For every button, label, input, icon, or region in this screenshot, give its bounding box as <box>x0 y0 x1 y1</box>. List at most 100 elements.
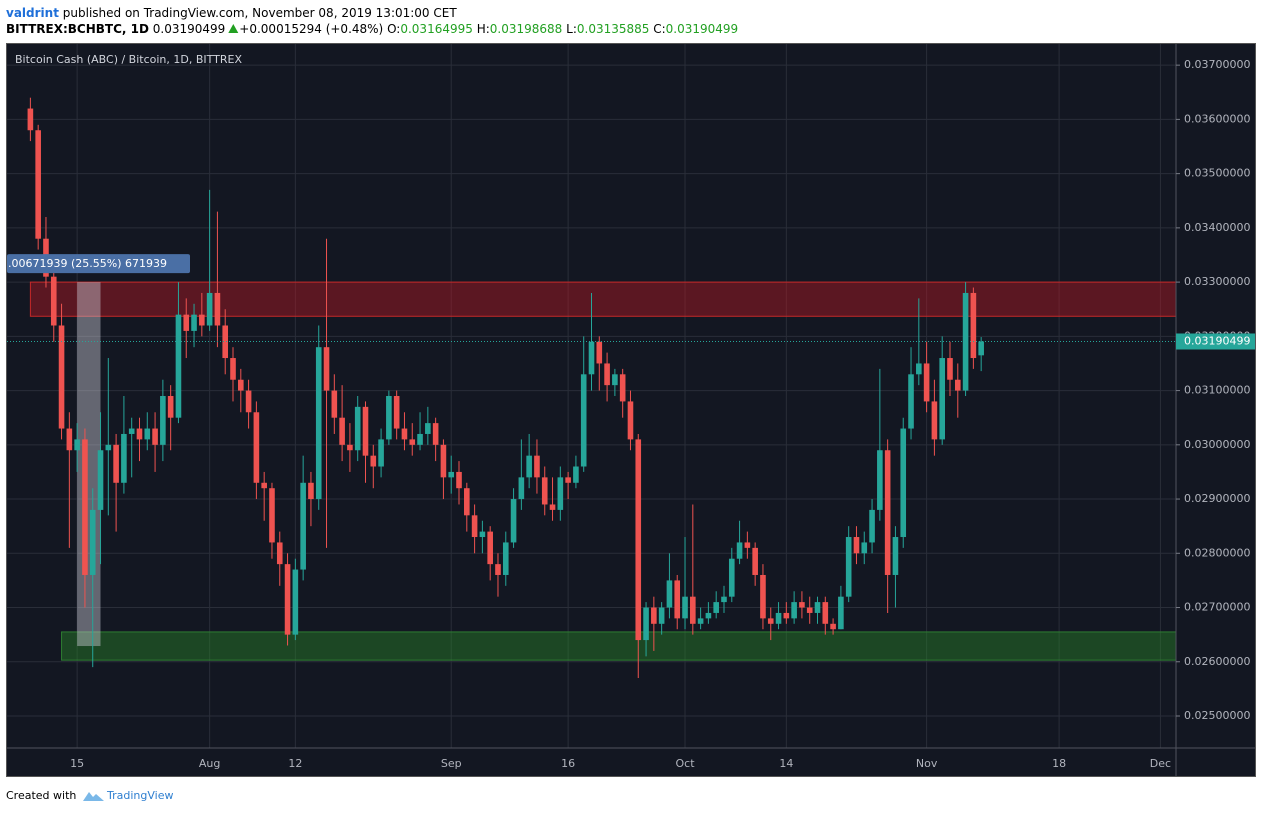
h-label: H: <box>477 22 490 36</box>
candle-body <box>947 358 953 380</box>
candle-body <box>354 406 361 451</box>
candle-body <box>222 325 229 359</box>
footer-text: Created with <box>6 789 76 802</box>
y-tick-label: 0.02900000 <box>1184 492 1250 505</box>
time-axis: 15 Aug 12 Sep 16 Oct 14 Nov 18 Dec <box>70 757 1171 770</box>
candle-body <box>651 607 657 624</box>
candle-body <box>152 428 158 445</box>
y-tick-label: 0.02700000 <box>1184 601 1250 614</box>
candle-body <box>253 412 260 483</box>
axes: 0.02500000 0.02600000 0.02700000 0.02800000… <box>70 58 1255 770</box>
candle-body <box>682 596 688 619</box>
candle-body <box>386 396 392 440</box>
candle-body <box>612 374 618 386</box>
candle-body <box>495 564 501 575</box>
x-tick-label: 15 <box>70 757 84 770</box>
y-tick-label: 0.03600000 <box>1184 112 1250 125</box>
candle-body <box>970 292 977 359</box>
candle-body <box>658 607 665 624</box>
candle-body <box>479 531 486 538</box>
tradingview-logo <box>83 792 104 801</box>
plot: .00671939 (25.55%) 671939 <box>7 97 1176 679</box>
header: valdrint published on TradingView.com, N… <box>6 6 457 20</box>
y-tick-label: 0.02600000 <box>1184 655 1250 668</box>
candle-body <box>261 482 267 489</box>
y-tick-label: 0.03700000 <box>1184 58 1250 71</box>
candle-body <box>736 542 743 559</box>
candle-body <box>627 401 634 440</box>
candle-body <box>339 417 345 445</box>
candle-body <box>541 477 548 505</box>
candle-body <box>962 292 969 391</box>
candle-body <box>573 466 579 483</box>
candle-body <box>175 314 182 418</box>
candle-body <box>814 602 821 613</box>
candle-body <box>845 537 852 597</box>
last-price-label: 0.03190499 <box>1184 334 1250 347</box>
measure-label: .00671939 (25.55%) 671939 <box>8 257 167 270</box>
footer-brand: TradingView <box>106 789 173 802</box>
candle-body <box>214 292 221 326</box>
candle-body <box>105 444 112 451</box>
candle-body <box>908 374 914 429</box>
h: 0.03198688 <box>490 22 563 36</box>
candle-body <box>931 401 938 440</box>
candle-body <box>596 341 603 364</box>
candle-body <box>269 488 275 543</box>
y-tick-label: 0.03300000 <box>1184 275 1250 288</box>
change: +0.00015294 (+0.48%) <box>239 22 383 36</box>
last-price-box <box>1176 333 1255 350</box>
candle-body <box>830 623 836 630</box>
candle-body <box>456 471 462 489</box>
measure-range <box>77 282 101 647</box>
candle-body <box>775 612 782 624</box>
published: published on TradingView.com, November 0… <box>63 6 458 20</box>
candle-body <box>238 379 244 391</box>
quote: BITTREX:BCHBTC, 1D 0.03190499 +0.00015294… <box>6 22 738 36</box>
candle-body <box>916 363 922 375</box>
zone <box>61 631 1176 661</box>
candle-body <box>690 596 696 624</box>
candle-body <box>370 455 377 467</box>
candle-body <box>923 363 930 402</box>
candle-body <box>121 433 127 483</box>
candle-body <box>487 531 493 565</box>
candle-body <box>752 547 758 575</box>
o-label: O: <box>387 22 400 36</box>
candle-body <box>331 390 338 418</box>
candle-body <box>549 504 556 510</box>
candle-body <box>892 537 899 575</box>
candle-body <box>822 602 829 624</box>
candle-body <box>869 509 875 543</box>
candle-body <box>518 477 525 500</box>
candle-body <box>721 596 727 603</box>
c-label: C: <box>653 22 665 36</box>
candle-body <box>167 396 174 418</box>
candle-body <box>74 439 80 451</box>
candle-body <box>58 325 65 429</box>
candle-body <box>136 428 143 440</box>
y-tick-label: 0.03100000 <box>1184 384 1250 397</box>
candle-body <box>760 574 766 619</box>
candle-body <box>191 314 197 331</box>
candle-body <box>27 108 34 131</box>
candle-body <box>323 347 330 391</box>
candle-body <box>557 477 564 510</box>
candle-body <box>588 341 595 375</box>
candle-body <box>362 406 369 456</box>
candle-body <box>425 423 431 434</box>
x-tick-label: 18 <box>1052 757 1066 770</box>
candle-body <box>697 618 704 624</box>
candle-body <box>82 439 88 575</box>
candle-body <box>674 580 681 619</box>
c: 0.03190499 <box>666 22 739 36</box>
x-tick-label: Oct <box>676 757 696 770</box>
up-arrow-icon <box>228 24 239 33</box>
candle-body <box>838 596 844 630</box>
candle-body <box>464 488 470 516</box>
candle-body <box>409 439 416 445</box>
o: 0.03164995 <box>400 22 473 36</box>
chart-title: Bitcoin Cash (ABC) / Bitcoin, 1D, BITTRE… <box>15 53 242 66</box>
y-tick-label: 0.02500000 <box>1184 709 1250 722</box>
